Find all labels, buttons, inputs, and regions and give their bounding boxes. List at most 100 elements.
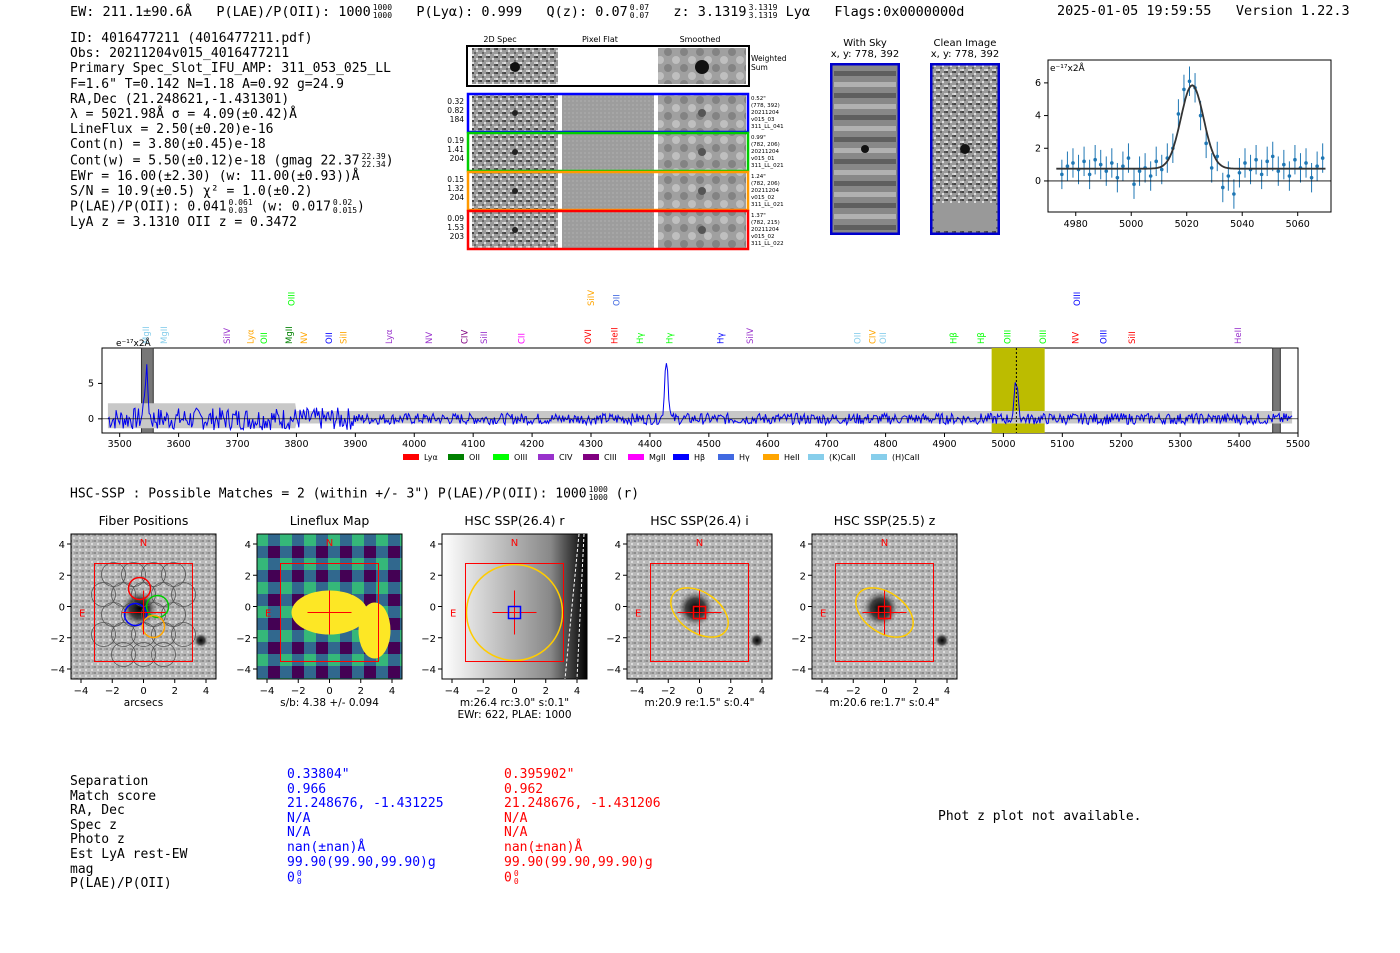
- svg-text:CIII: CIII: [604, 453, 617, 462]
- svg-text:OII: OII: [469, 453, 480, 462]
- legend-entry: Hγ: [718, 453, 750, 462]
- hsc-panel-title: Fiber Positions: [99, 513, 189, 528]
- hsc-ytick: 0: [430, 603, 436, 614]
- hsc-panel: HSC SSP(26.4) i N E −4 −4 −2 −2 0 0 2 2 4 4 m:20.9 re…: [606, 513, 773, 709]
- emission-line-label: HeII: [1234, 327, 1244, 344]
- fit-ytick: 6: [1035, 78, 1041, 89]
- col-header-smoothed: Smoothed: [680, 35, 721, 44]
- hsc-xtick: −2: [105, 686, 120, 697]
- m1-score: 0.966: [287, 781, 327, 797]
- label-separation: Separation: [70, 774, 149, 789]
- emission-line-label: CII: [517, 333, 527, 344]
- fit-xtick: 5000: [1119, 219, 1143, 230]
- fit-data-point: [1154, 146, 1159, 177]
- spectrum-xtick: 4800: [873, 439, 897, 450]
- hsc-ytick: 2: [800, 571, 806, 582]
- info-primary-slot: Primary Spec_Slot_IFU_AMP: 311_053_025_L…: [70, 61, 391, 77]
- hsc-xtick: 2: [728, 686, 734, 697]
- emission-line-label: SiIV: [223, 328, 233, 344]
- cutout-row-meta: 0.52": [751, 96, 766, 102]
- hsc-panel: HSC SSP(26.4) r N E −4 −4 −2 −2 0 0 2 2 4 4 m:26.4 rc…: [421, 513, 588, 721]
- header-flags: Flags:0x0000000d: [834, 4, 965, 20]
- spectrum-xtick: 5000: [991, 439, 1015, 450]
- hsc-xtick: 4: [389, 686, 395, 697]
- hsc-xtick: 0: [326, 686, 332, 697]
- hsc-xtick: −4: [260, 686, 275, 697]
- spectrum-xtick: 3800: [284, 439, 308, 450]
- emission-line-label: OII: [879, 332, 889, 344]
- info-obs: Obs: 20211204v015_4016477211: [70, 46, 290, 62]
- cutout-row-value: 0.82: [447, 106, 464, 115]
- fit-data-point: [1159, 154, 1164, 185]
- label-photoz: Photo z: [70, 832, 125, 848]
- spectrum-xtick: 4600: [756, 439, 780, 450]
- with-sky-title: With Sky x, y: 778, 392: [830, 38, 900, 60]
- match-1-values: 0.33804" 0.966 21.248676, -1.431225 N/A …: [287, 767, 444, 886]
- match-2-values: 0.395902" 0.962 21.248676, -1.431206 N/A…: [504, 767, 661, 887]
- hsc-xtick: 4: [203, 686, 209, 697]
- hsc-ytick: −4: [236, 665, 251, 676]
- header-bar: EW: 211.1±90.6Å P(LAE)/P(OII): 1000 1000 1…: [70, 4, 964, 20]
- hsc-xtick: −2: [661, 686, 676, 697]
- hsc-xtick: −2: [476, 686, 491, 697]
- legend-entry: (H)CaII: [871, 453, 919, 462]
- svg-text:MgII: MgII: [649, 453, 666, 462]
- cutout-row-meta: v015_01: [751, 156, 775, 162]
- hsc-ytick: 4: [615, 540, 621, 551]
- hsc-panel-caption: m:20.9 re:1.5" s:0.4": [645, 697, 755, 709]
- svg-text:Lyα: Lyα: [424, 453, 438, 462]
- m1-specz: N/A: [287, 810, 311, 826]
- hsc-panel-caption-2: EWr: 622, PLAE: 1000: [457, 709, 571, 721]
- fit-data-point: [1287, 161, 1292, 191]
- cutout-row-meta: (782, 206): [751, 181, 780, 187]
- fit-data-point: [1176, 99, 1181, 129]
- legend-entry: HeII: [763, 453, 800, 462]
- fit-data-point: [1148, 161, 1153, 191]
- compass-north: N: [140, 538, 147, 549]
- spectrum-ytick: 5: [88, 378, 94, 389]
- m1-separation: 0.33804": [287, 767, 350, 782]
- cutout-row-value: 203: [450, 232, 465, 241]
- fit-data-point: [1187, 66, 1192, 96]
- emission-line-label: Lyα: [385, 329, 395, 344]
- cutout-row-value: 1.53: [447, 223, 464, 232]
- weighted-sum-row: Weighted Sum: [466, 45, 787, 87]
- emission-line-label: SiIV: [746, 328, 756, 344]
- cutout-row-meta: (782, 215): [751, 220, 780, 226]
- spectrum-xtick: 4100: [461, 439, 485, 450]
- compass-east: E: [79, 609, 85, 620]
- cutout-row-meta: 311_LL_022: [751, 241, 784, 247]
- fit-data-point: [1215, 141, 1220, 172]
- label-plae: P(LAE)/P(OII): [70, 876, 172, 892]
- info-lineflux: LineFlux = 2.50(±0.20)e-16: [70, 122, 274, 138]
- info-cont-n: Cont(n) = 3.80(±0.45)e-18: [70, 137, 266, 153]
- compass-east: E: [265, 609, 271, 620]
- cutout-row-value: 1.32: [447, 184, 464, 193]
- spectrum-xtick: 4200: [520, 439, 544, 450]
- emission-line-label: CIV: [460, 330, 470, 344]
- cutout-row-meta: 0.99": [751, 135, 766, 141]
- line-fit-plot: e⁻¹⁷x2Å 4980 5000 5020 5040 5060 0 2 4 6: [1035, 59, 1332, 230]
- hsc-panel-title: HSC SSP(25.5) z: [834, 513, 936, 528]
- hsc-panel-title: Lineflux Map: [290, 513, 370, 528]
- m1-ew: nan(±nan)Å: [287, 839, 366, 855]
- weighted-sum-label: Weighted: [751, 54, 787, 63]
- hsc-xtick: −4: [630, 686, 645, 697]
- hsc-ytick: 4: [245, 540, 251, 551]
- cutout-row-meta: 20211204: [751, 227, 779, 233]
- emission-line-label: OVI: [584, 329, 594, 344]
- emission-line-label: CIV: [869, 330, 879, 344]
- fit-data-point: [1220, 172, 1225, 203]
- fit-data-point: [1237, 158, 1242, 188]
- masked-region: [1272, 347, 1281, 434]
- compass-east: E: [450, 609, 456, 620]
- hsc-panel: Lineflux Map N E −4 −4 −2 −2 0 0 2 2 4 4 s/b: 4.38 +/…: [236, 513, 403, 709]
- emission-line-label: OIII: [1039, 330, 1049, 344]
- fit-xtick: 5020: [1175, 219, 1199, 230]
- hsc-xtick: −4: [445, 686, 460, 697]
- emission-line-label: SiII: [480, 331, 490, 344]
- hsc-ytick: 0: [245, 603, 251, 614]
- emission-line-label: Hγ: [717, 333, 727, 344]
